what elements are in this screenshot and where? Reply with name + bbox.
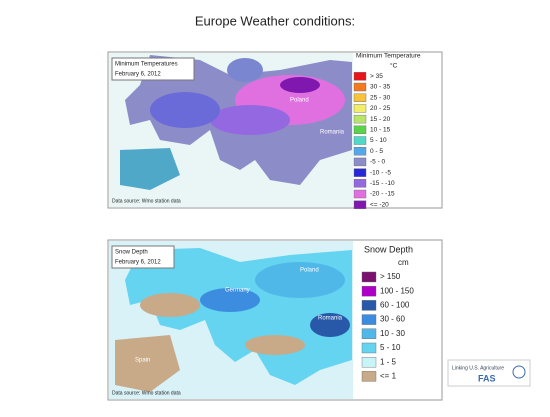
land [120, 148, 180, 190]
legend-label: 100 - 150 [380, 286, 414, 295]
source-note: Data source: Wmo station data [112, 198, 181, 204]
land [115, 335, 180, 392]
legend-label: 10 - 15 [370, 127, 391, 134]
legend-label: <= -20 [370, 201, 389, 208]
legend-unit: °C [390, 61, 398, 69]
legend-label: -15 - -10 [370, 180, 395, 187]
legend-label: -10 - -5 [370, 169, 391, 176]
logo-brand: FAS [478, 373, 496, 383]
slide-title: Europe Weather conditions: [195, 13, 355, 28]
cold-zone [210, 105, 290, 135]
map-date: February 6, 2012 [115, 72, 161, 78]
place-label: Spain [135, 358, 150, 364]
legend-swatch [353, 72, 367, 81]
legend-label: 60 - 100 [380, 300, 410, 309]
cold-zone [150, 92, 220, 128]
legend-swatch [361, 285, 377, 297]
legend-swatch [361, 371, 377, 382]
legend-label: 5 - 10 [370, 137, 387, 144]
legend-label: 5 - 10 [380, 343, 401, 352]
map-date: February 6, 2012 [115, 260, 161, 266]
legend-swatch [353, 114, 367, 124]
map-caption-box [111, 57, 195, 81]
snow-zone [245, 335, 305, 355]
place-label: Romania [318, 316, 343, 322]
snow-map: Snow Depth February 6, 2012 Poland Germa… [107, 239, 443, 401]
legend-label: 10 - 30 [380, 329, 405, 338]
legend-unit: cm [398, 258, 409, 267]
legend-label: <= 1 [380, 371, 397, 380]
legend-swatch [353, 189, 367, 199]
legend-title: Snow Depth [364, 244, 413, 254]
legend-swatch [361, 314, 377, 325]
legend-label: 25 - 30 [370, 94, 391, 101]
map-caption-box [111, 245, 175, 269]
place-label: Romania [320, 130, 345, 136]
snow-zone [310, 313, 350, 337]
place-label: Germany [225, 288, 250, 294]
legend-swatch [353, 157, 367, 167]
snow-zone [255, 262, 345, 298]
logo: Linking U.S. Agriculture FAS [447, 359, 531, 387]
logo-frame [447, 359, 531, 387]
temperature-map: Minimum Temperatures February 6, 2012 Po… [107, 51, 443, 209]
legend-label: 15 - 20 [370, 116, 391, 123]
cold-zone [280, 77, 320, 93]
source-note: Data source: Wmo station data [112, 390, 181, 396]
legend-title: Minimum Temperature [356, 53, 421, 60]
legend-swatch [361, 328, 377, 339]
legend-swatch [353, 93, 367, 102]
logo-text: Linking U.S. Agriculture [452, 365, 504, 371]
legend-label: > 150 [380, 272, 401, 281]
logo-globe [512, 365, 526, 379]
snow-zone [200, 288, 260, 312]
legend-label: -5 - 0 [370, 159, 386, 166]
legend-swatch [353, 104, 367, 113]
legend-swatch [353, 125, 367, 135]
legend-swatch [361, 300, 377, 311]
legend-swatch [361, 271, 377, 283]
legend-swatch [353, 200, 367, 209]
place-label: Poland [290, 98, 309, 104]
legend-label: 30 - 35 [370, 84, 391, 91]
legend-label: > 35 [370, 73, 383, 80]
place-label: Poland [300, 268, 319, 274]
map-caption: Snow Depth [115, 250, 148, 256]
legend-swatch [361, 342, 377, 354]
legend-label: 20 - 25 [370, 105, 391, 112]
legend-label: 1 - 5 [380, 357, 397, 366]
legend-swatch [353, 82, 367, 92]
legend-swatch [353, 147, 367, 156]
snow-zone [140, 293, 200, 317]
legend-label: 0 - 5 [370, 148, 383, 155]
legend-swatch [353, 136, 367, 145]
legend-swatch [353, 179, 367, 188]
legend-label: -20 - -15 [370, 191, 395, 198]
legend-label: 30 - 60 [380, 315, 405, 324]
map-caption: Minimum Temperatures [115, 62, 178, 68]
legend-swatch [353, 168, 367, 177]
legend-swatch [361, 356, 377, 368]
cold-zone [227, 58, 263, 82]
